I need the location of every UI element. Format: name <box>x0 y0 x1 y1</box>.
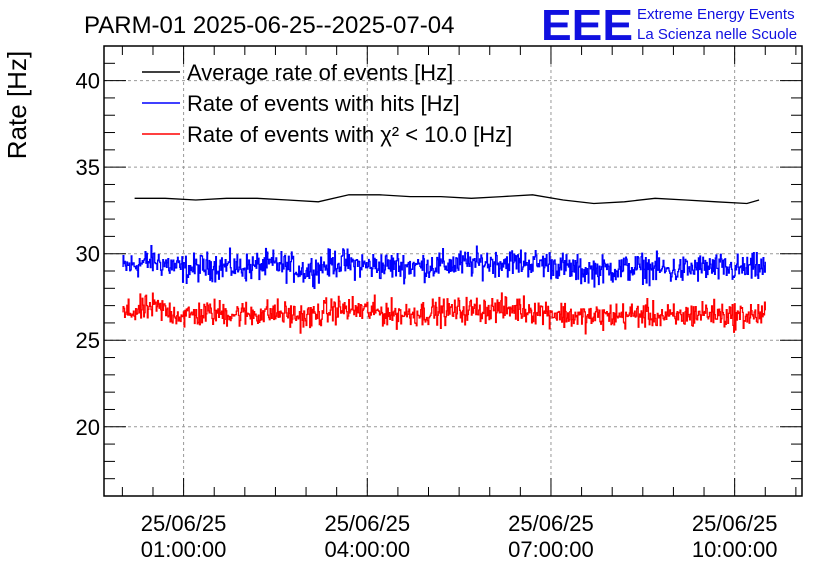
grid-lines <box>104 46 802 496</box>
y-tick-label: 40 <box>76 69 100 94</box>
plot-frame <box>103 45 803 497</box>
y-tick-label: 35 <box>76 155 100 180</box>
logo-line-1: Extreme Energy Events <box>637 6 795 23</box>
legend-label-2: Rate of events with hits [Hz] <box>187 91 460 116</box>
x-tick-label-time: 04:00:00 <box>324 537 410 562</box>
logo-line-2: La Scienza nelle Scuole <box>637 26 797 43</box>
series-line-1 <box>134 194 760 205</box>
x-tick-label-time: 01:00:00 <box>141 537 227 562</box>
x-tick-label-date: 25/06/25 <box>324 511 410 536</box>
y-tick-label: 25 <box>76 328 100 353</box>
series-layer <box>122 194 766 335</box>
legend: Average rate of events [Hz] Rate of event… <box>142 60 512 147</box>
y-axis-label: Rate [Hz] <box>2 51 32 159</box>
x-tick-label-date: 25/06/25 <box>692 511 778 536</box>
axes: 202530354025/06/2501:00:0025/06/2504:00:… <box>76 45 803 562</box>
y-tick-label: 20 <box>76 415 100 440</box>
x-tick-label-date: 25/06/25 <box>141 511 227 536</box>
y-tick-label: 30 <box>76 242 100 267</box>
series-line-2 <box>122 244 766 290</box>
logo-mark: EEE <box>541 1 633 50</box>
x-tick-label-time: 10:00:00 <box>692 537 778 562</box>
series-line-3 <box>122 292 766 335</box>
legend-label-3: Rate of events with χ² < 10.0 [Hz] <box>187 122 512 147</box>
x-tick-label-time: 07:00:00 <box>508 537 594 562</box>
x-tick-label-date: 25/06/25 <box>508 511 594 536</box>
legend-label-1: Average rate of events [Hz] <box>187 60 453 85</box>
eee-logo: EEE Extreme Energy Events La Scienza nel… <box>541 1 797 50</box>
chart-title: PARM-01 2025-06-25--2025-07-04 <box>84 12 454 39</box>
